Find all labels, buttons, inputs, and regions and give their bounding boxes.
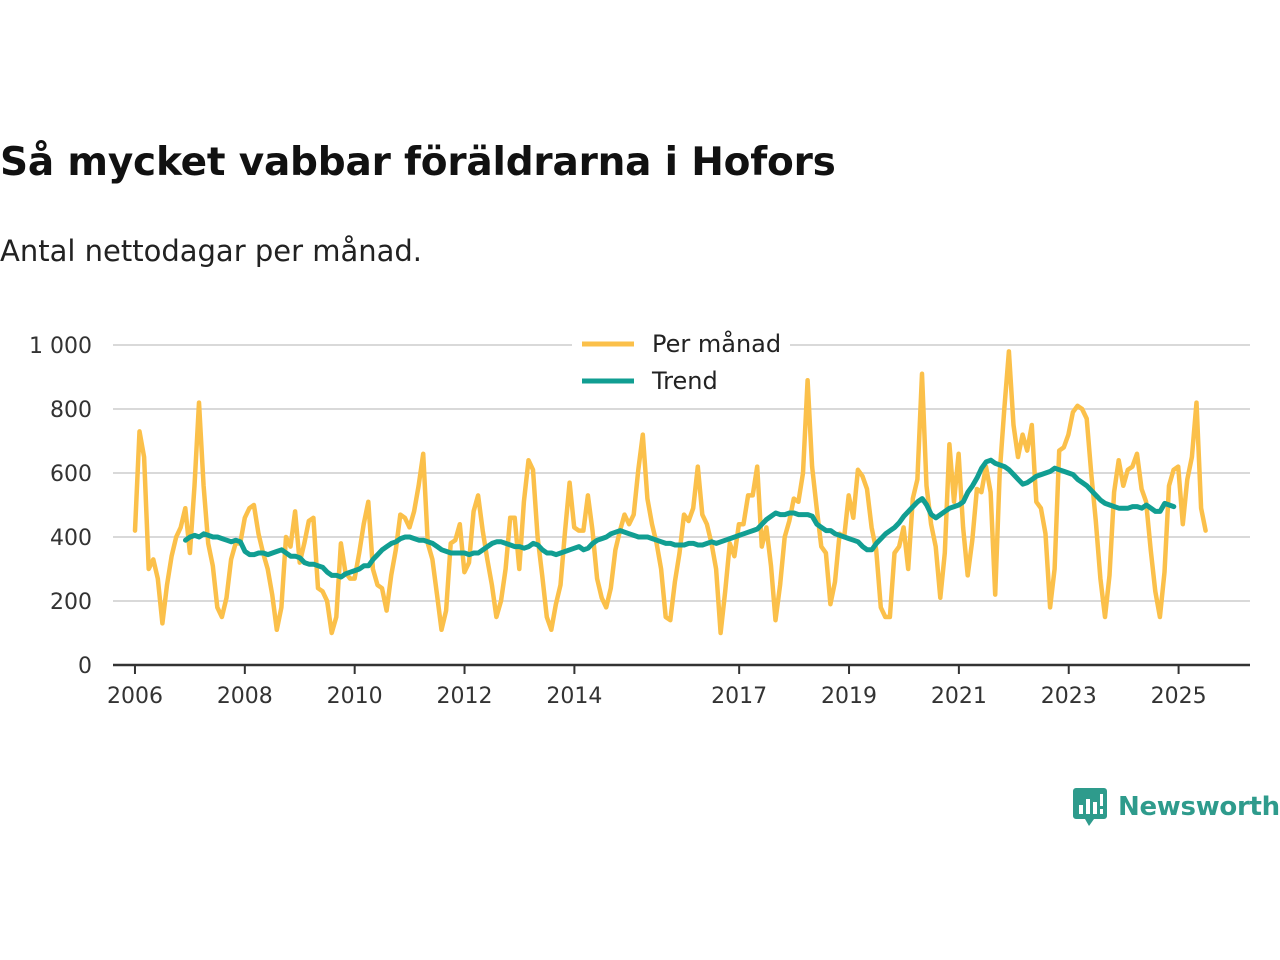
y-tick-label: 0 xyxy=(78,654,92,679)
newsworthy-logo-icon xyxy=(1073,788,1107,826)
x-tick-label: 2014 xyxy=(546,684,602,709)
x-tick-label: 2017 xyxy=(711,684,767,709)
x-tick-label: 2010 xyxy=(327,684,383,709)
y-tick-label: 400 xyxy=(50,526,92,551)
x-tick-label: 2019 xyxy=(821,684,877,709)
y-tick-label: 800 xyxy=(50,398,92,423)
chart-subtitle: Antal nettodagar per månad. xyxy=(0,234,423,268)
series-line-monthly xyxy=(132,349,1208,636)
legend-background xyxy=(572,326,790,404)
x-tick-label: 2021 xyxy=(931,684,987,709)
legend: Per månad Trend xyxy=(572,326,790,404)
legend-label-trend: Trend xyxy=(651,367,718,395)
x-tick-label: 2023 xyxy=(1041,684,1097,709)
brand-name: Newsworthy xyxy=(1118,792,1280,822)
x-tick-label: 2012 xyxy=(437,684,493,709)
series-line-trend xyxy=(183,457,1177,580)
x-tick-label: 2006 xyxy=(107,684,163,709)
x-tick-label: 2008 xyxy=(217,684,273,709)
x-tick-label: 2025 xyxy=(1151,684,1207,709)
y-tick-label: 200 xyxy=(50,590,92,615)
y-tick-label: 1 000 xyxy=(29,334,92,359)
y-tick-label: 600 xyxy=(50,462,92,487)
chart-title: Så mycket vabbar föräldrarna i Hofors xyxy=(0,140,836,185)
newsworthy-logo: Newsworthy xyxy=(1072,786,1280,828)
series-lines xyxy=(132,349,1208,636)
x-axis: 2006 2008 2010 2012 2014 2017 2019 2021 2023 2025 xyxy=(107,663,1250,709)
legend-label-monthly: Per månad xyxy=(652,329,781,358)
